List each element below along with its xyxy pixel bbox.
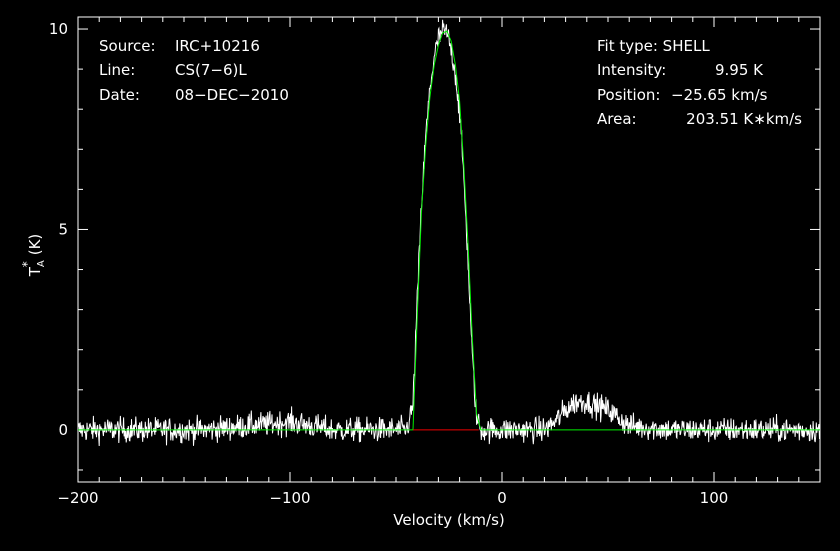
area-label: Area: — [597, 110, 637, 128]
y-axis-label-main: T — [26, 266, 44, 277]
y-tick-label: 0 — [58, 421, 68, 439]
observed-spectrum-line — [77, 19, 821, 447]
x-tick-label: −200 — [57, 489, 98, 507]
line-value: CS(7−6)L — [175, 61, 247, 79]
axis-ticks — [77, 17, 821, 482]
x-tick-label: −100 — [269, 489, 310, 507]
position-label: Position: — [597, 86, 660, 104]
intensity-label: Intensity: — [597, 61, 666, 79]
fit-results: Fit type: SHELL Intensity: 9.95 K Positi… — [597, 37, 802, 128]
y-tick-labels: 0 5 10 — [49, 20, 68, 439]
y-tick-label: 5 — [58, 220, 68, 238]
y-axis-label-sup: * — [20, 261, 34, 267]
x-axis-label: Velocity (km/s) — [393, 511, 504, 529]
line-label: Line: — [99, 61, 135, 79]
x-tick-label: 0 — [497, 489, 507, 507]
position-value: −25.65 km/s — [671, 86, 768, 104]
date-label: Date: — [99, 86, 140, 104]
source-label: Source: — [99, 37, 156, 55]
fit-type: Fit type: SHELL — [597, 37, 710, 55]
y-axis-label: TA* (K) — [20, 234, 47, 278]
y-axis-label-sub: A — [36, 260, 47, 267]
intensity-value: 9.95 K — [715, 61, 764, 79]
plot-area — [77, 16, 821, 483]
svg-text:TA*(K): TA* (K) — [20, 234, 47, 278]
y-tick-label: 10 — [49, 20, 68, 38]
y-axis-label-unit: (K) — [26, 234, 44, 256]
shell-fit-line — [78, 30, 820, 431]
x-tick-labels: −200 −100 0 100 — [57, 489, 728, 507]
date-value: 08−DEC−2010 — [175, 86, 289, 104]
area-value: 203.51 K∗km/s — [686, 110, 802, 128]
plot-frame — [77, 16, 821, 483]
source-value: IRC+10216 — [175, 37, 260, 55]
observation-info: Source: IRC+10216 Line: CS(7−6)L Date: 0… — [99, 37, 289, 104]
x-tick-label: 100 — [700, 489, 729, 507]
